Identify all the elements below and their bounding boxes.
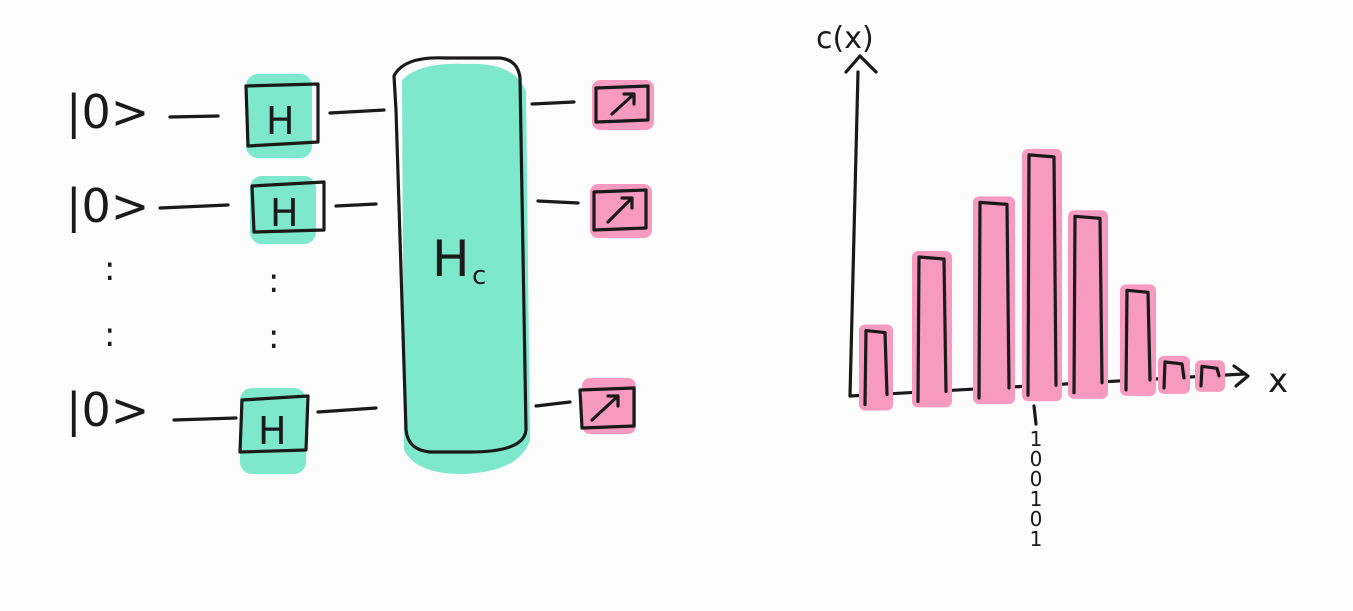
bars-group [859,148,1225,411]
y-axis-label: c(x) [816,21,874,56]
qubit-row-1: |0> H [66,74,654,158]
ellipsis-gates: : [268,317,279,357]
x-axis-arrowhead-icon [1232,364,1250,388]
y-axis-arrowhead-icon [844,54,878,74]
quantum-circuit: |0> H |0> H : : : : [66,56,654,475]
bar-highlight [973,196,1015,404]
bar [1124,288,1152,392]
hadamard-gate-highlight [246,74,312,158]
cost-block-highlight [402,63,530,475]
hadamard-gate-box [238,394,310,454]
bar [1072,214,1104,395]
hadamard-gate-label: H [258,409,287,453]
bar [916,255,948,404]
ket-zero-label: |0> [66,85,149,140]
measurement-box [578,386,636,430]
bar-highlight [912,251,952,408]
ket-zero-label: |0> [66,383,149,438]
x-axis-label: x [1268,361,1288,401]
cost-hamiltonian-block: H c [392,56,530,475]
meter-icon [610,92,636,116]
meter-icon [590,394,620,422]
measurement-box [594,84,650,124]
measurement-box [592,188,648,232]
qubit-row-2: |0> H [66,176,652,244]
ellipsis-kets: : [104,249,115,289]
bar-highlight [1022,148,1062,402]
bar [863,328,889,407]
y-axis [848,70,860,398]
bar-highlight [1068,210,1108,399]
bar [977,200,1011,400]
ket-zero-label: |0> [66,179,149,234]
cost-block-label: H [432,230,470,288]
ellipsis-kets: : [104,315,115,355]
bar [1199,364,1221,388]
cost-block-subscript: c [472,261,486,291]
hadamard-gate-box [244,82,320,148]
highlight-tick [1032,404,1038,426]
cost-block-outline [392,56,528,454]
hadamard-gate-highlight [250,176,316,244]
hadamard-gate-label: H [270,191,299,235]
ellipsis-gates: : [268,261,279,301]
hadamard-gate-box [250,180,326,234]
meter-icon [606,196,634,224]
hadamard-gate-label: H [266,99,295,143]
bar [1162,360,1186,390]
qubit-row-n: |0> H [66,378,636,474]
bar [1026,153,1058,397]
